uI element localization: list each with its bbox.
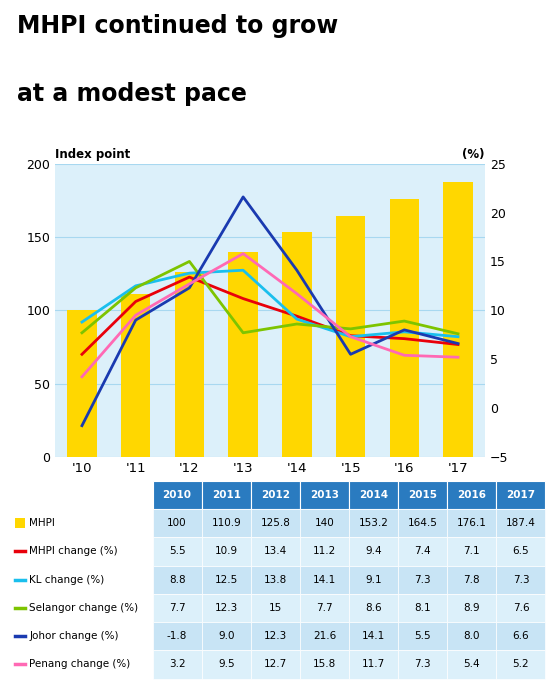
Text: 8.6: 8.6 — [365, 603, 382, 613]
Text: 7.3: 7.3 — [414, 659, 431, 670]
Text: 6.6: 6.6 — [512, 632, 530, 641]
Text: 5.5: 5.5 — [169, 546, 185, 557]
Text: 14.1: 14.1 — [313, 575, 336, 584]
Text: 7.7: 7.7 — [316, 603, 333, 613]
Text: 100: 100 — [168, 518, 187, 528]
Text: MHPI continued to grow: MHPI continued to grow — [17, 14, 338, 38]
Text: 9.1: 9.1 — [365, 575, 382, 584]
Text: 153.2: 153.2 — [359, 518, 388, 528]
Text: 8.0: 8.0 — [463, 632, 480, 641]
Text: 5.2: 5.2 — [512, 659, 530, 670]
Text: 12.3: 12.3 — [264, 632, 287, 641]
Text: 5.4: 5.4 — [463, 659, 480, 670]
Text: 7.3: 7.3 — [512, 575, 530, 584]
Text: 140: 140 — [315, 518, 334, 528]
Text: -1.8: -1.8 — [167, 632, 187, 641]
Text: 11.2: 11.2 — [313, 546, 336, 557]
Text: MHPI change (%): MHPI change (%) — [29, 546, 118, 557]
Text: 12.3: 12.3 — [214, 603, 238, 613]
Text: 7.1: 7.1 — [463, 546, 480, 557]
Text: 176.1: 176.1 — [457, 518, 487, 528]
Text: 2011: 2011 — [212, 490, 241, 500]
Text: 13.4: 13.4 — [264, 546, 287, 557]
Text: 164.5: 164.5 — [408, 518, 437, 528]
Text: 2013: 2013 — [310, 490, 339, 500]
Text: 3.2: 3.2 — [169, 659, 185, 670]
Text: 2012: 2012 — [261, 490, 290, 500]
Bar — [175, 273, 204, 457]
Text: 9.5: 9.5 — [218, 659, 235, 670]
Text: 7.8: 7.8 — [463, 575, 480, 584]
Text: (%): (%) — [462, 148, 485, 161]
Text: 2016: 2016 — [457, 490, 487, 500]
Text: 2015: 2015 — [408, 490, 437, 500]
Bar — [67, 310, 97, 457]
Text: 7.3: 7.3 — [414, 575, 431, 584]
Text: 12.5: 12.5 — [214, 575, 238, 584]
Text: 8.9: 8.9 — [463, 603, 480, 613]
Text: 7.4: 7.4 — [414, 546, 431, 557]
Bar — [228, 252, 258, 457]
Text: 6.5: 6.5 — [512, 546, 530, 557]
Text: 12.7: 12.7 — [264, 659, 287, 670]
Text: 5.5: 5.5 — [414, 632, 431, 641]
Text: 187.4: 187.4 — [506, 518, 536, 528]
Bar — [121, 295, 150, 457]
Bar — [443, 182, 473, 457]
Text: 110.9: 110.9 — [212, 518, 241, 528]
Text: Penang change (%): Penang change (%) — [29, 659, 131, 670]
Text: 11.7: 11.7 — [362, 659, 385, 670]
Text: 21.6: 21.6 — [313, 632, 336, 641]
Text: KL change (%): KL change (%) — [29, 575, 105, 584]
Text: Index point: Index point — [55, 148, 131, 161]
Text: 7.6: 7.6 — [512, 603, 530, 613]
Text: 15.8: 15.8 — [313, 659, 336, 670]
Text: Johor change (%): Johor change (%) — [29, 632, 119, 641]
Text: 8.1: 8.1 — [414, 603, 431, 613]
Text: at a modest pace: at a modest pace — [17, 82, 246, 106]
Text: 9.0: 9.0 — [218, 632, 234, 641]
Text: 8.8: 8.8 — [169, 575, 185, 584]
Text: 14.1: 14.1 — [362, 632, 385, 641]
Text: 125.8: 125.8 — [261, 518, 290, 528]
Text: 13.8: 13.8 — [264, 575, 287, 584]
Bar — [282, 233, 312, 457]
Text: 2014: 2014 — [359, 490, 388, 500]
Text: 2010: 2010 — [163, 490, 192, 500]
Text: MHPI: MHPI — [29, 518, 55, 528]
Text: 7.7: 7.7 — [169, 603, 185, 613]
Bar — [336, 216, 365, 457]
Text: 15: 15 — [269, 603, 282, 613]
Text: Selangor change (%): Selangor change (%) — [29, 603, 138, 613]
Text: 2017: 2017 — [506, 490, 536, 500]
Text: 9.4: 9.4 — [365, 546, 382, 557]
Bar — [390, 198, 419, 457]
Text: 10.9: 10.9 — [215, 546, 238, 557]
